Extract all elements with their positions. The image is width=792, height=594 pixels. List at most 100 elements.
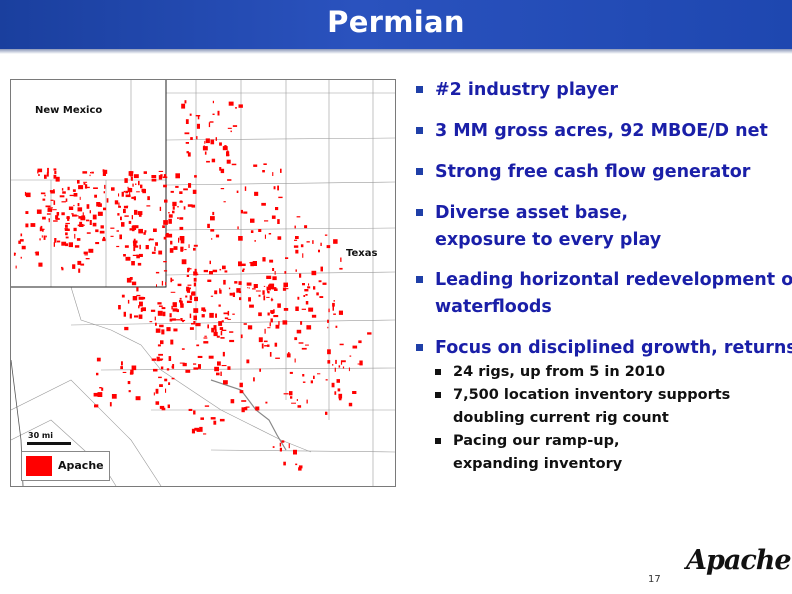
acreage-block bbox=[150, 309, 156, 312]
acreage-block bbox=[194, 175, 197, 178]
acreage-block bbox=[275, 324, 280, 329]
acreage-block bbox=[272, 172, 274, 176]
acreage-block bbox=[348, 402, 353, 407]
acreage-block bbox=[243, 211, 248, 214]
title-bar: Permian bbox=[0, 0, 792, 49]
acreage-block bbox=[125, 194, 131, 198]
acreage-block bbox=[246, 359, 250, 364]
acreage-block bbox=[84, 254, 88, 256]
acreage-block bbox=[264, 220, 269, 222]
acreage-block bbox=[274, 342, 278, 347]
acreage-block bbox=[133, 245, 139, 248]
acreage-block bbox=[165, 281, 167, 286]
acreage-block bbox=[168, 382, 171, 385]
acreage-block bbox=[228, 101, 234, 106]
acreage-block bbox=[239, 297, 242, 301]
acreage-block bbox=[308, 283, 310, 286]
acreage-block bbox=[298, 342, 304, 344]
acreage-block bbox=[116, 245, 120, 248]
acreage-block bbox=[164, 199, 168, 203]
acreage-block bbox=[133, 247, 136, 252]
acreage-block bbox=[97, 211, 103, 216]
map-canvas bbox=[11, 80, 395, 486]
acreage-block bbox=[19, 239, 24, 242]
acreage-block bbox=[310, 380, 313, 384]
acreage-block bbox=[258, 229, 262, 232]
acreage-block bbox=[327, 319, 329, 323]
acreage-block bbox=[134, 315, 139, 318]
sub-bullet-text: 7,500 location inventory supports bbox=[453, 387, 731, 403]
acreage-block bbox=[269, 322, 271, 327]
acreage-block bbox=[120, 216, 122, 221]
acreage-block bbox=[40, 228, 45, 230]
acreage-block bbox=[128, 220, 132, 224]
acreage-block bbox=[144, 230, 147, 233]
acreage-block bbox=[160, 366, 164, 370]
acreage-block bbox=[91, 171, 94, 174]
acreage-block bbox=[92, 222, 97, 227]
acreage-block bbox=[297, 405, 302, 408]
acreage-block bbox=[278, 196, 283, 199]
acreage-block bbox=[214, 290, 218, 295]
acreage-block bbox=[125, 190, 129, 194]
acreage-block bbox=[240, 209, 243, 214]
acreage-block bbox=[86, 232, 91, 234]
acreage-block bbox=[93, 187, 98, 189]
acreage-block bbox=[153, 392, 155, 396]
acreage-block bbox=[193, 244, 198, 247]
acreage-block bbox=[159, 358, 164, 360]
bullet-square-icon bbox=[416, 86, 423, 93]
acreage-block bbox=[104, 184, 106, 189]
acreage-block bbox=[193, 277, 197, 282]
acreage-block bbox=[118, 305, 121, 310]
acreage-block bbox=[359, 360, 363, 366]
acreage-block bbox=[83, 251, 88, 255]
acreage-block bbox=[123, 205, 128, 209]
acreage-block bbox=[187, 152, 191, 157]
acreage-block bbox=[213, 325, 217, 330]
sub-bullet-text-cont: expanding inventory bbox=[453, 456, 623, 472]
acreage-block bbox=[120, 366, 123, 370]
acreage-block bbox=[177, 206, 179, 208]
acreage-block bbox=[47, 208, 53, 212]
acreage-block bbox=[264, 328, 266, 334]
acreage-block bbox=[123, 190, 126, 193]
acreage-block bbox=[179, 297, 182, 300]
acreage-block bbox=[162, 225, 165, 228]
apache-logo: Apache bbox=[672, 545, 792, 581]
acreage-block bbox=[271, 215, 276, 219]
acreage-block bbox=[262, 290, 265, 295]
acreage-block bbox=[161, 329, 165, 335]
acreage-block bbox=[279, 442, 282, 447]
acreage-block bbox=[131, 281, 137, 286]
acreage-block bbox=[134, 209, 138, 215]
acreage-block bbox=[270, 318, 273, 323]
acreage-block bbox=[252, 288, 256, 290]
acreage-block bbox=[188, 408, 193, 411]
acreage-block bbox=[338, 365, 341, 368]
acreage-block bbox=[266, 275, 272, 279]
acreage-block bbox=[275, 207, 279, 211]
acreage-block bbox=[302, 381, 306, 383]
acreage-block bbox=[189, 295, 193, 301]
acreage-block bbox=[96, 357, 101, 362]
acreage-block bbox=[164, 378, 168, 382]
acreage-block bbox=[129, 191, 131, 196]
acreage-block bbox=[90, 172, 92, 174]
acreage-block bbox=[227, 127, 232, 129]
acreage-block bbox=[269, 352, 272, 357]
acreage-block bbox=[307, 286, 311, 289]
acreage-block bbox=[121, 294, 125, 298]
acreage-block bbox=[231, 163, 237, 166]
acreage-block bbox=[148, 238, 150, 242]
acreage-block bbox=[163, 220, 168, 225]
acreage-block bbox=[239, 291, 242, 294]
acreage-block bbox=[153, 228, 157, 232]
acreage-block bbox=[139, 244, 141, 250]
acreage-block bbox=[89, 220, 92, 225]
acreage-block bbox=[169, 318, 173, 322]
acreage-block bbox=[25, 192, 31, 198]
acreage-block bbox=[234, 281, 238, 284]
acreage-block bbox=[172, 210, 175, 214]
acreage-block bbox=[282, 287, 286, 291]
